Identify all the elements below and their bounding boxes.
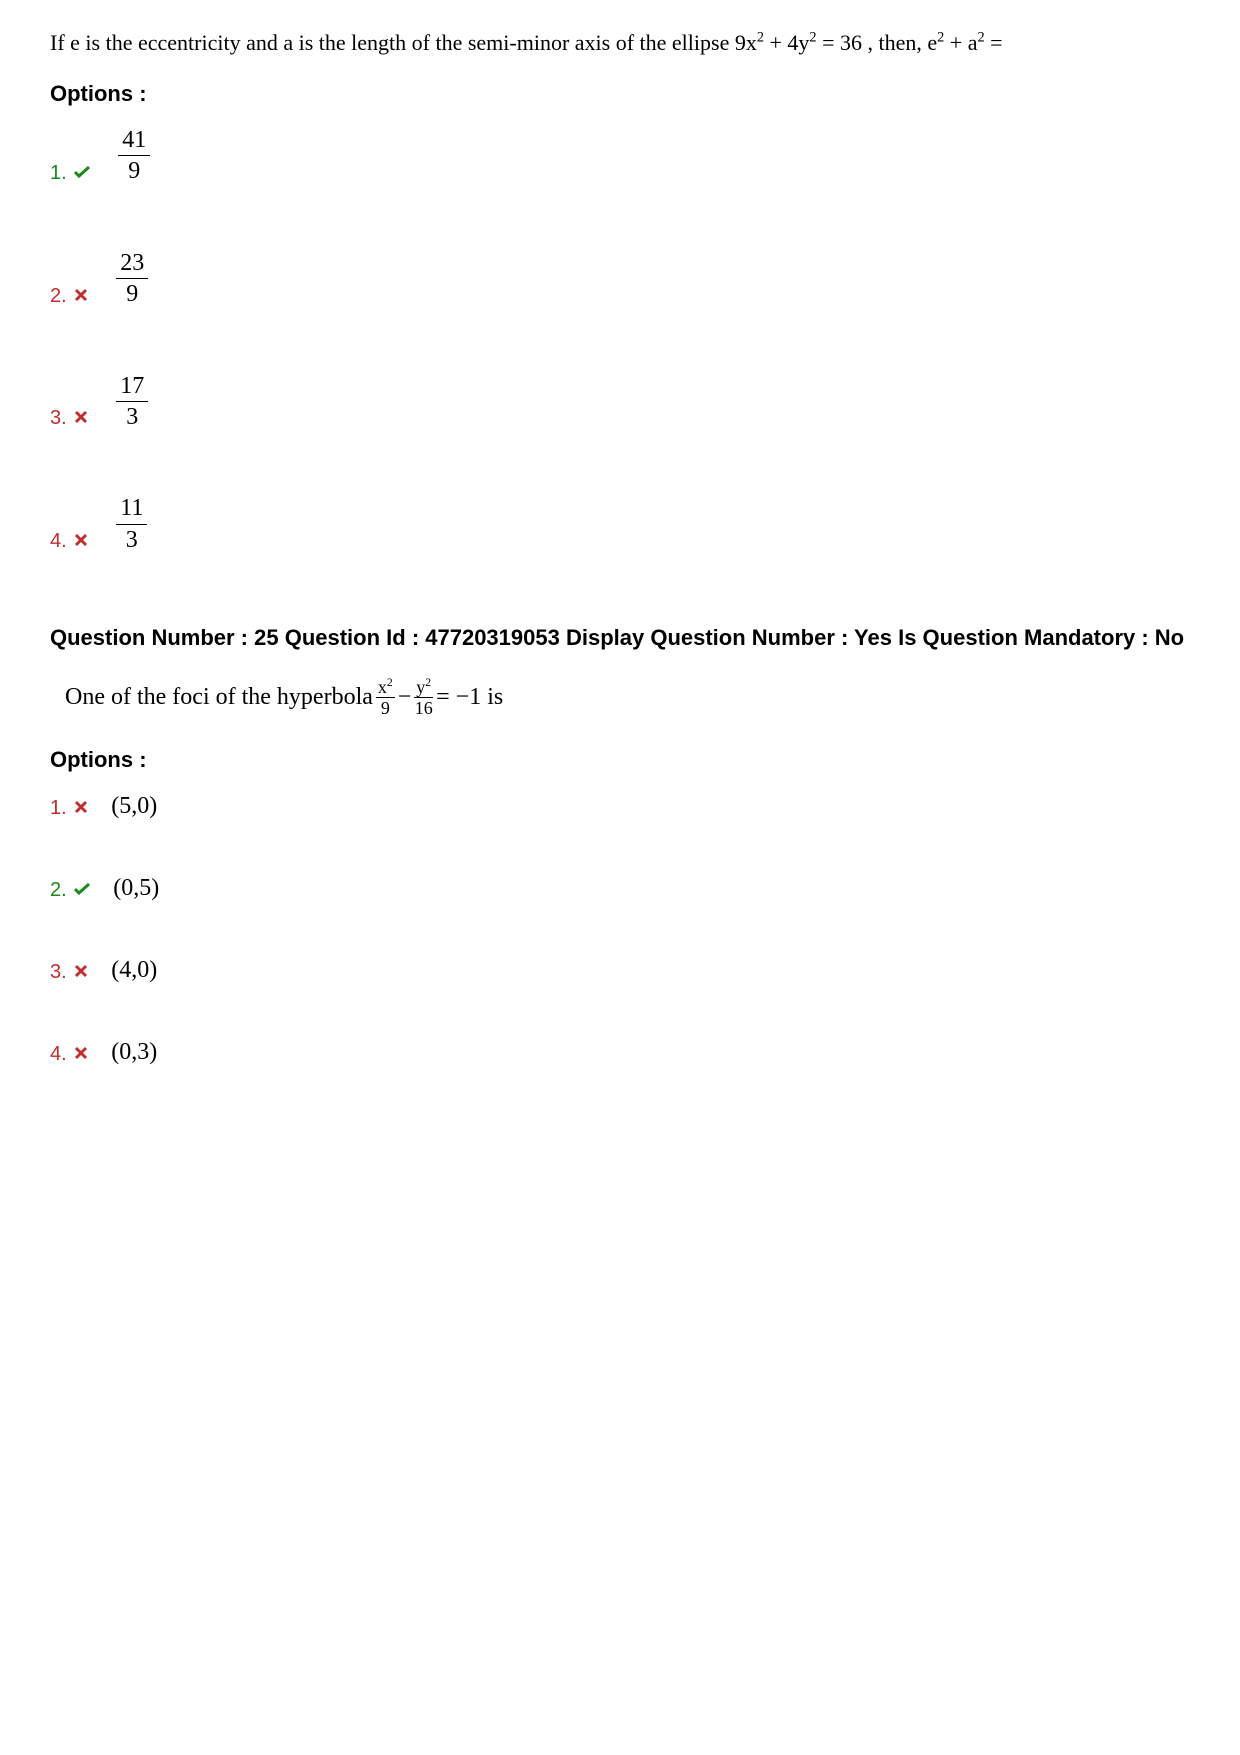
option-num-text: 3.: [50, 407, 67, 429]
inline-fraction: y2 16: [414, 678, 433, 717]
option-num-text: 4.: [50, 1043, 67, 1065]
fraction-denominator: 16: [415, 698, 433, 717]
cross-icon: [74, 1043, 88, 1057]
option-text: (0,3): [111, 1039, 157, 1066]
q2-options-list: 1. (5,0) 2. (0,5) 3. (4,0) 4.: [50, 793, 1190, 1066]
q2-options-label: Options :: [50, 747, 1190, 773]
q1-text-part: =: [985, 30, 1003, 55]
fraction-numerator: y2: [414, 678, 433, 698]
q1-text-part: = 36 , then, e: [817, 30, 938, 55]
check-icon: [74, 879, 90, 893]
cross-icon: [74, 407, 88, 421]
option-fraction: 11 3: [116, 495, 147, 553]
sup-2: 2: [387, 676, 393, 689]
cross-icon: [74, 285, 88, 299]
sup-2: 2: [809, 30, 816, 46]
option-text: (4,0): [111, 957, 157, 984]
fraction-numerator: 23: [116, 250, 148, 279]
q1-text-part: + 4y: [764, 30, 809, 55]
fraction-numerator: 11: [116, 495, 147, 524]
option-num-text: 2.: [50, 879, 67, 901]
option-row: 2. 23 9: [50, 250, 1190, 308]
minus-sign: −: [398, 684, 412, 711]
option-number: 3.: [50, 961, 88, 984]
option-number: 2.: [50, 879, 90, 902]
option-number: 3.: [50, 407, 88, 430]
option-row: 4. 11 3: [50, 495, 1190, 553]
option-number: 2.: [50, 285, 88, 308]
fraction-denominator: 3: [126, 402, 138, 430]
cross-icon: [74, 530, 88, 544]
option-num-text: 4.: [50, 530, 67, 552]
option-row: 3. 17 3: [50, 373, 1190, 431]
option-row: 2. (0,5): [50, 875, 1190, 902]
fraction-denominator: 9: [128, 156, 140, 184]
option-text: (0,5): [113, 875, 159, 902]
option-row: 3. (4,0): [50, 957, 1190, 984]
check-icon: [74, 162, 90, 176]
fraction-denominator: 9: [126, 279, 138, 307]
sup-2: 2: [425, 676, 431, 689]
option-fraction: 17 3: [116, 373, 148, 431]
option-fraction: 41 9: [118, 127, 150, 185]
q1-text-part: If e is the eccentricity and a is the le…: [50, 30, 757, 55]
cross-icon: [74, 797, 88, 811]
option-row: 4. (0,3): [50, 1039, 1190, 1066]
q2-header: Question Number : 25 Question Id : 47720…: [50, 618, 1190, 658]
option-num-text: 2.: [50, 285, 67, 307]
q2-text-prefix: One of the foci of the hyperbola: [65, 684, 373, 711]
option-row: 1. 41 9: [50, 127, 1190, 185]
q1-question-text: If e is the eccentricity and a is the le…: [50, 30, 1190, 56]
q1-options-label: Options :: [50, 81, 1190, 107]
option-fraction: 23 9: [116, 250, 148, 308]
fraction-denominator: 3: [126, 525, 138, 553]
sup-2: 2: [757, 30, 764, 46]
fraction-numerator: x2: [376, 678, 395, 698]
cross-icon: [74, 961, 88, 975]
option-number: 1.: [50, 797, 88, 820]
fraction-denominator: 9: [381, 698, 390, 717]
q1-options-list: 1. 41 9 2. 23 9 3. 17: [50, 127, 1190, 553]
option-row: 1. (5,0): [50, 793, 1190, 820]
option-number: 1.: [50, 162, 90, 185]
fraction-numerator: 17: [116, 373, 148, 402]
option-num-text: 1.: [50, 162, 67, 184]
option-num-text: 3.: [50, 961, 67, 983]
option-number: 4.: [50, 530, 88, 553]
sup-2: 2: [977, 30, 984, 46]
q2-text-end: = −1 is: [436, 684, 503, 711]
fraction-numerator: 41: [118, 127, 150, 156]
num-var: x: [378, 677, 387, 697]
option-num-text: 1.: [50, 797, 67, 819]
inline-fraction: x2 9: [376, 678, 395, 717]
option-number: 4.: [50, 1043, 88, 1066]
q1-text-part: + a: [944, 30, 977, 55]
num-var: y: [416, 677, 425, 697]
option-text: (5,0): [111, 793, 157, 820]
q2-question-text: One of the foci of the hyperbola x2 9 − …: [50, 678, 1190, 717]
